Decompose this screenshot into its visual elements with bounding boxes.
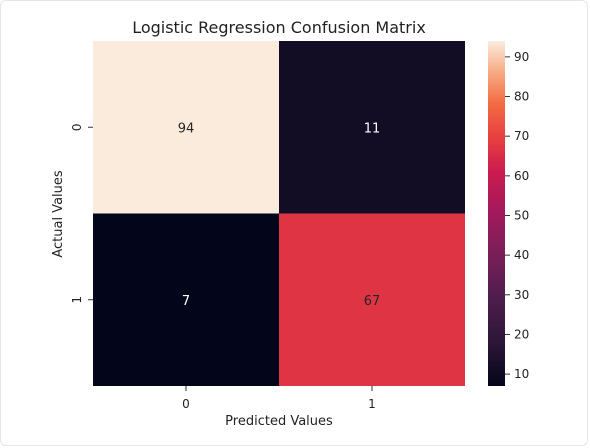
colorbar-tick-label: 30: [514, 288, 529, 302]
heatmap-cell-r0-c1: [279, 41, 465, 214]
colorbar-tick-label: 80: [514, 90, 529, 104]
colorbar-tick-label: 90: [514, 50, 529, 64]
heatmap-cells: 94 11 7 67: [93, 41, 465, 386]
y-tick-label: 1: [70, 296, 84, 304]
chart-title: Logistic Regression Confusion Matrix: [132, 18, 426, 37]
cell-value-label: 7: [182, 294, 190, 309]
colorbar-tick-label: 50: [514, 208, 529, 222]
colorbar-tick-label: 20: [514, 327, 529, 341]
y-tick-label: 0: [70, 123, 84, 131]
heatmap-cell-r0-c0: [93, 41, 279, 214]
colorbar-ticks: 10 20 30 40 50 60 70 80 90: [505, 50, 529, 381]
colorbar-tick-label: 10: [514, 367, 529, 381]
y-axis-label: Actual Values: [51, 170, 66, 258]
cell-value-label: 67: [364, 294, 381, 309]
heatmap-cell-r1-c0: [93, 213, 279, 386]
colorbar-tick-label: 60: [514, 169, 529, 183]
cell-value-label: 11: [364, 121, 381, 136]
x-tick-label: 1: [368, 397, 376, 411]
cell-value-label: 94: [178, 121, 195, 136]
x-axis-label: Predicted Values: [225, 414, 333, 429]
heatmap-axes: 0 1 0 1: [70, 123, 376, 411]
x-tick-label: 0: [182, 397, 190, 411]
colorbar: [488, 41, 505, 386]
colorbar-tick-label: 70: [514, 129, 529, 143]
heatmap-cell-r1-c1: [279, 213, 465, 386]
colorbar-tick-label: 40: [514, 248, 529, 262]
